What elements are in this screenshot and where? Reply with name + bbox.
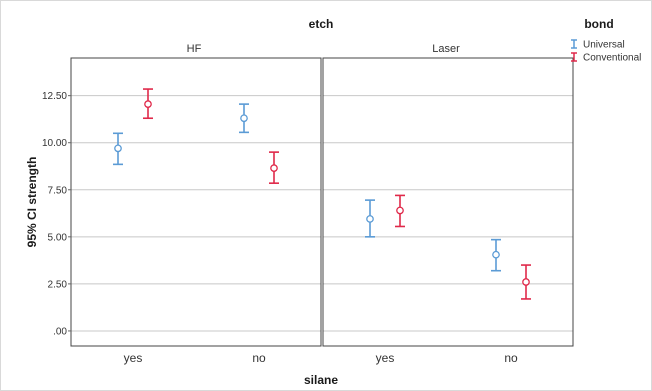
error-bar-universal bbox=[113, 132, 123, 166]
x-category-label: yes bbox=[376, 351, 395, 365]
chart-title: etch bbox=[309, 17, 334, 31]
y-axis-label: 95% CI strength bbox=[25, 157, 39, 248]
mean-marker bbox=[396, 206, 404, 215]
panel-frames bbox=[70, 57, 574, 347]
legend-title: bond bbox=[584, 17, 613, 31]
legend-label: Universal bbox=[583, 40, 625, 51]
data-marks bbox=[113, 88, 531, 300]
legend-item-universal: Universal bbox=[571, 39, 625, 51]
y-tick-label: 5.00 bbox=[48, 232, 68, 243]
y-tick-label: .00 bbox=[53, 326, 67, 337]
mean-marker bbox=[522, 278, 530, 286]
y-tick-labels: .00 2.50 5.00 7.50 10.00 12.50 bbox=[42, 91, 71, 337]
mean-marker bbox=[144, 100, 152, 108]
legend-item-conventional: Conventional bbox=[571, 52, 641, 64]
x-category-label: no bbox=[504, 351, 518, 365]
error-bar-universal bbox=[239, 103, 249, 134]
error-bar-conventional bbox=[395, 194, 405, 228]
panel-label-laser: Laser bbox=[432, 43, 460, 55]
error-bar-conventional bbox=[143, 88, 153, 120]
y-tick-label: 10.00 bbox=[42, 138, 67, 149]
error-bar-universal bbox=[365, 199, 375, 238]
legend: bond Universal Conventional bbox=[571, 17, 641, 64]
y-tick-label: 7.50 bbox=[48, 185, 68, 196]
mean-marker bbox=[114, 144, 122, 153]
mean-marker bbox=[270, 164, 278, 172]
error-bar-universal bbox=[491, 238, 501, 272]
error-bar-conventional bbox=[269, 151, 279, 184]
panel-label-hf: HF bbox=[187, 43, 202, 55]
x-category-label: yes bbox=[124, 351, 143, 365]
y-tick-label: 2.50 bbox=[48, 279, 68, 290]
panel-frame-laser bbox=[322, 57, 574, 347]
mean-marker bbox=[366, 215, 374, 223]
x-axis-label: silane bbox=[304, 373, 338, 387]
x-category-label: no bbox=[252, 351, 266, 365]
legend-items: Universal Conventional bbox=[571, 39, 641, 64]
error-bar-conventional bbox=[521, 264, 531, 300]
legend-label: Conventional bbox=[583, 53, 641, 64]
mean-marker bbox=[492, 250, 500, 259]
mean-marker bbox=[240, 114, 248, 123]
grid-lines bbox=[71, 95, 573, 332]
x-category-labels: yes no yes no bbox=[124, 351, 518, 365]
panel-frame-hf bbox=[70, 57, 322, 347]
y-tick-label: 12.50 bbox=[42, 91, 67, 102]
